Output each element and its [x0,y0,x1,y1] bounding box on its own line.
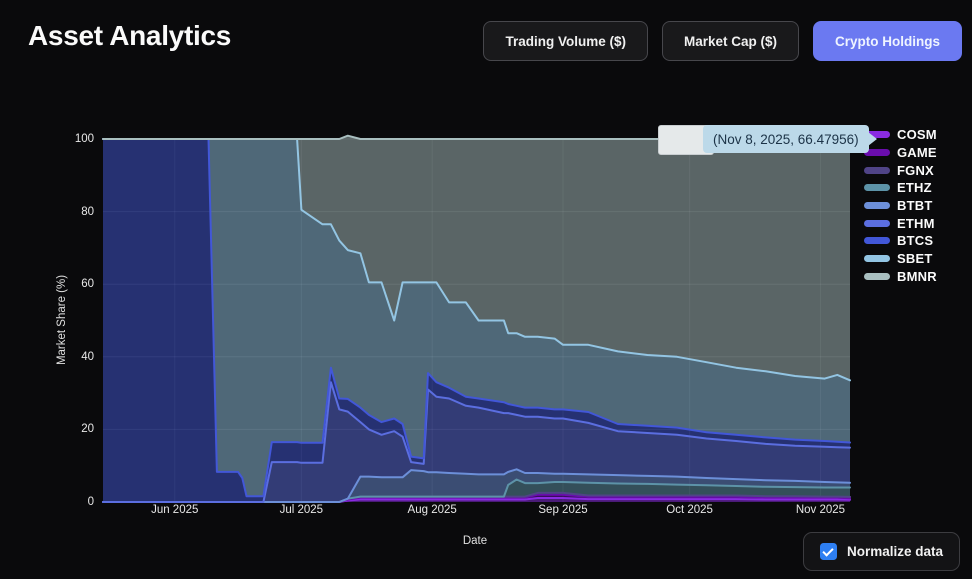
y-tick-label: 20 [81,423,94,436]
chart-legend: COSM GAME FGNX ETHZ BTBT ETHM BTCS SBET BMNR [864,126,937,285]
normalize-checkbox[interactable] [819,543,837,560]
y-tick-label: 0 [87,496,94,508]
x-tick-label: Oct 2025 [666,504,713,516]
area-BMNR [103,135,850,381]
legend-swatch-icon [864,237,890,245]
area-ETHM [103,382,850,502]
legend-label: BTBT [897,198,933,214]
x-axis-title: Date [462,535,488,547]
legend-swatch-icon [864,131,890,139]
line-BTCS [102,138,851,498]
view-toggle-toolbar: Trading Volume ($) Market Cap ($) Crypto… [483,21,962,61]
page-title: Asset Analytics [28,20,231,51]
y-axis-title: Market Share (%) [56,274,68,366]
legend-label: SBET [897,251,933,267]
x-tick-label: Aug 2025 [407,504,457,516]
series-lines [102,134,851,503]
x-tick-label: Nov 2025 [795,504,846,516]
trading-volume-button[interactable]: Trading Volume ($) [483,21,648,61]
y-tick-label: 60 [81,278,94,291]
line-ETHM [102,381,851,503]
legend-item-GAME[interactable]: GAME [864,144,937,162]
legend-swatch-icon [864,184,890,192]
area-BTCS [103,139,850,502]
legend-item-BTBT[interactable]: BTBT [864,197,937,215]
legend-label: ETHM [897,215,935,231]
legend-swatch-icon [864,202,890,210]
legend-item-BTCS[interactable]: BTCS [864,232,937,250]
x-tick-label: Jul 2025 [279,504,324,516]
legend-item-COSM[interactable]: COSM [864,126,937,144]
legend-label: COSM [897,127,937,143]
legend-label: FGNX [897,162,934,178]
legend-label: ETHZ [897,180,932,196]
line-BTBT [102,468,851,503]
legend-swatch-icon [864,149,890,157]
legend-item-SBET[interactable]: SBET [864,250,937,268]
market-cap-button[interactable]: Market Cap ($) [661,21,799,61]
legend-item-BMNR[interactable]: BMNR [864,268,937,286]
legend-label: BTCS [897,233,934,249]
legend-item-ETHZ[interactable]: ETHZ [864,179,937,197]
normalize-label: Normalize data [846,544,943,559]
legend-label: BMNR [897,268,937,284]
area-BTBT [103,469,850,502]
x-tick-label: Jun 2025 [151,504,199,516]
legend-item-ETHM[interactable]: ETHM [864,214,937,232]
chart-tooltip: (Nov 8, 2025, 66.47956) [703,125,869,153]
crypto-holdings-button[interactable]: Crypto Holdings [813,21,962,61]
y-tick-label: 80 [81,205,94,218]
legend-label: GAME [897,145,937,161]
legend-swatch-icon [864,166,890,174]
normalize-data-control[interactable]: Normalize data [802,532,960,571]
x-tick-label: Sep 2025 [538,504,588,516]
legend-swatch-icon [864,255,890,263]
checkmark-icon [822,544,835,557]
y-tick-label: 100 [74,133,94,145]
legend-item-FGNX[interactable]: FGNX [864,161,937,179]
y-tick-label: 40 [81,350,94,363]
legend-swatch-icon [864,219,890,227]
legend-swatch-icon [864,272,890,280]
